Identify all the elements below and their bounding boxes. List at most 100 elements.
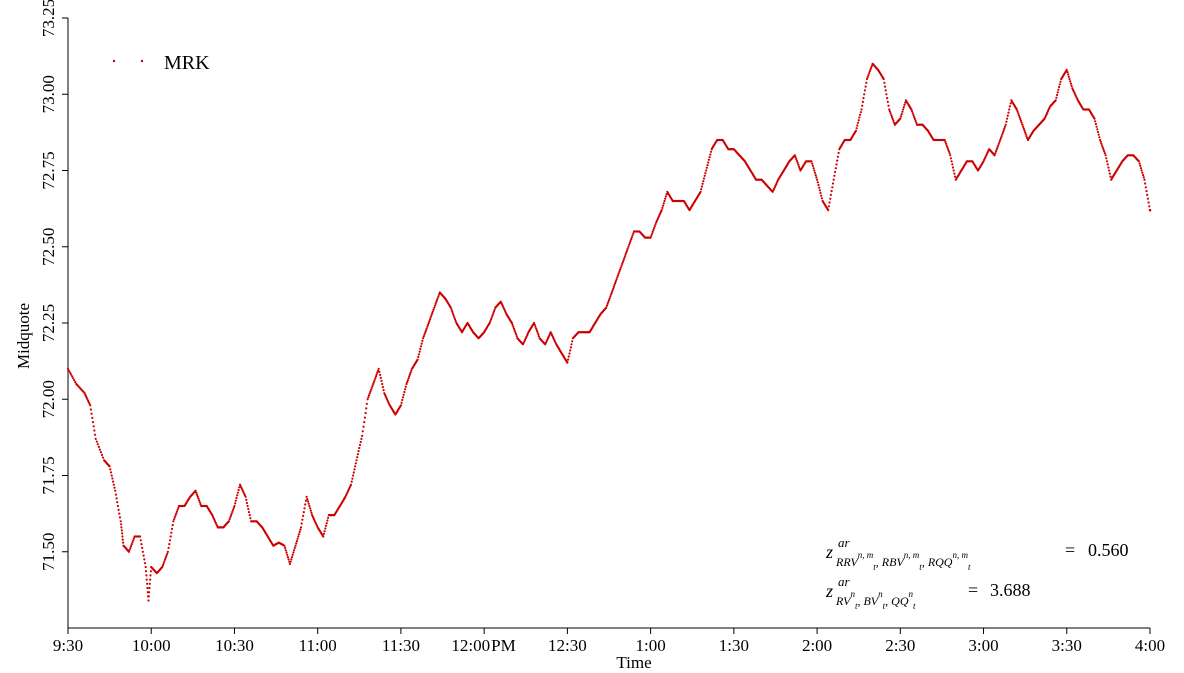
- data-point: [566, 361, 569, 364]
- data-point: [616, 274, 620, 277]
- data-point: [1098, 136, 1101, 139]
- data-point: [998, 140, 1001, 143]
- data-point: [298, 530, 301, 534]
- data-point: [536, 331, 539, 334]
- data-point: [622, 259, 625, 262]
- data-point: [1008, 105, 1012, 108]
- data-point: [534, 325, 537, 328]
- data-point: [166, 552, 169, 555]
- data-point: [624, 253, 627, 256]
- data-point: [1069, 82, 1072, 85]
- data-point: [109, 471, 113, 474]
- data-point: [615, 278, 618, 281]
- data-point: [1139, 167, 1143, 170]
- data-point: [890, 116, 894, 119]
- data-point: [131, 541, 134, 544]
- data-point: [703, 174, 706, 177]
- data-point: [651, 230, 654, 233]
- data-point: [1137, 160, 1140, 163]
- data-point: [817, 183, 820, 187]
- data-point: [244, 495, 247, 498]
- data-point: [426, 323, 430, 326]
- data-point: [72, 377, 75, 380]
- data-point: [427, 321, 430, 325]
- data-point: [1148, 209, 1152, 212]
- data-point: [419, 347, 422, 350]
- legend-marker-left: [112, 59, 116, 63]
- data-point: [173, 516, 176, 519]
- data-point: [883, 81, 886, 84]
- data-point: [284, 546, 287, 550]
- data-point: [1096, 128, 1099, 131]
- data-point: [367, 396, 370, 399]
- data-point: [1096, 130, 1100, 134]
- legend-marker-right: [140, 59, 144, 63]
- data-point: [944, 140, 947, 143]
- data-point: [1101, 146, 1104, 149]
- data-point: [145, 574, 148, 577]
- data-point: [886, 97, 889, 100]
- data-point: [401, 398, 404, 402]
- data-point: [863, 93, 866, 96]
- data-point: [170, 531, 173, 534]
- data-point: [286, 553, 289, 556]
- data-point: [360, 437, 363, 440]
- data-point: [283, 544, 286, 547]
- data-point: [354, 465, 357, 468]
- data-point: [1065, 68, 1068, 71]
- data-point: [365, 402, 368, 405]
- data-point: [433, 304, 436, 307]
- data-point: [1006, 114, 1009, 117]
- data-point: [818, 189, 822, 192]
- data-point: [70, 373, 73, 376]
- data-point: [811, 162, 814, 165]
- data-point: [325, 522, 328, 525]
- data-point: [1025, 135, 1028, 138]
- data-point: [232, 506, 235, 509]
- stat-annotation-1: z ar RRVn, mt, RBVn, mt, RQQn, mt = 0.56…: [825, 535, 1129, 572]
- data-point: [1022, 127, 1025, 130]
- data-point: [619, 266, 622, 269]
- data-point: [568, 352, 571, 355]
- data-point: [664, 197, 667, 200]
- data-point: [660, 209, 663, 212]
- data-point: [435, 299, 439, 302]
- data-point: [818, 186, 821, 189]
- data-point: [621, 262, 624, 265]
- data-point: [352, 471, 355, 474]
- data-point: [406, 381, 409, 384]
- data-point: [128, 548, 131, 551]
- data-point: [100, 453, 104, 456]
- data-point: [1095, 125, 1098, 128]
- data-point: [650, 234, 653, 237]
- data-point: [1067, 75, 1070, 78]
- data-point: [704, 172, 707, 175]
- data-point: [815, 176, 818, 179]
- stat1-equals: =: [1065, 540, 1075, 560]
- data-point: [304, 503, 307, 506]
- data-point: [618, 270, 621, 273]
- data-point: [401, 396, 405, 399]
- x-tick-label: 3:30: [1052, 636, 1082, 655]
- data-point: [567, 358, 570, 361]
- data-point: [653, 227, 656, 230]
- data-point: [357, 450, 360, 453]
- data-point: [606, 302, 609, 305]
- data-point: [1054, 99, 1057, 102]
- data-point: [110, 474, 113, 477]
- data-point: [377, 367, 380, 370]
- stat2-subscript: RVnt, BVnt, QQnt: [835, 589, 916, 611]
- data-point: [306, 500, 310, 503]
- data-point: [370, 386, 373, 389]
- data-point: [1148, 205, 1151, 208]
- data-point: [297, 533, 301, 536]
- data-point: [1005, 120, 1008, 123]
- data-point: [700, 188, 703, 191]
- data-point: [654, 223, 657, 226]
- data-point: [1101, 144, 1104, 147]
- data-point: [999, 138, 1002, 142]
- data-point: [1097, 133, 1100, 136]
- data-point: [140, 543, 143, 546]
- data-point: [997, 144, 1000, 147]
- data-point: [71, 375, 74, 378]
